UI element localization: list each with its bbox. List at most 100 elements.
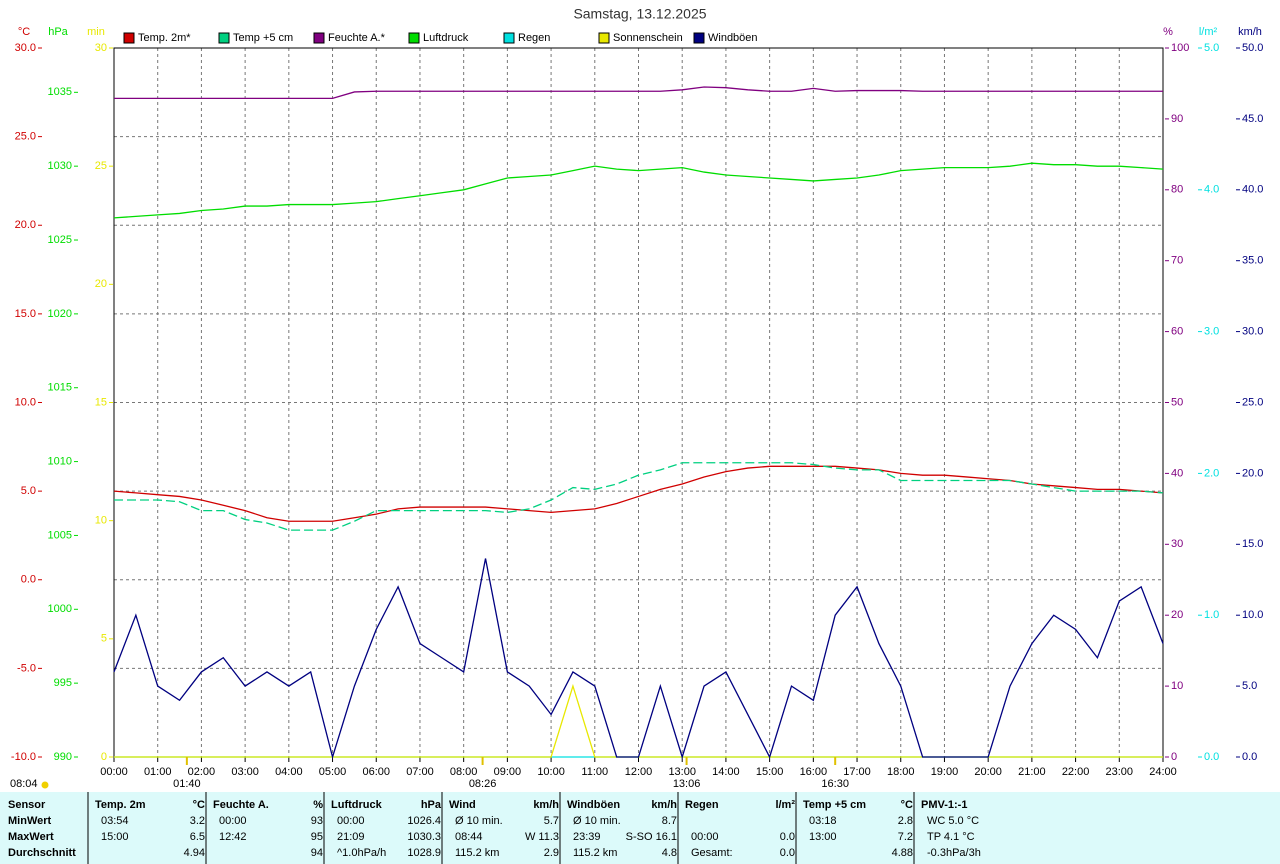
group-unit: hPa [421,799,442,811]
cell-label: TP 4.1 °C [927,831,975,843]
cell-value: 93 [311,815,323,827]
table-background [0,792,1280,864]
cell-value: 2.9 [544,847,559,859]
cell-label: 00:00 [337,815,365,827]
cell-value: 4.8 [662,847,677,859]
y-tick-label: 15.0 [1242,538,1263,550]
y-tick-label: 0 [1171,751,1177,763]
y-tick-label: 995 [54,677,72,689]
legend-swatch [218,32,230,44]
y-tick-label: 10 [95,515,107,527]
y-tick-label: 100 [1171,42,1189,54]
y-tick-label: 30.0 [15,42,36,54]
axis-unit: % [1163,26,1173,38]
y-tick-label: 5.0 [21,485,36,497]
chart-title: Samstag, 13.12.2025 [573,6,706,22]
cell-label: ^1.0hPa/h [337,847,386,859]
legend-swatch [313,32,325,44]
event-label: 08:26 [469,778,497,790]
y-tick-label: 10.0 [1242,609,1263,621]
x-tick-label: 04:00 [275,766,303,778]
legend-label: Sonnenschein [613,32,683,44]
legend-label: Windböen [708,32,758,44]
x-tick-label: 09:00 [494,766,522,778]
cell-label: 12:42 [219,831,247,843]
cell-value: 4.88 [892,847,913,859]
y-tick-label: 30 [95,42,107,54]
group-name: Windböen [567,799,620,811]
y-tick-label: 10 [1171,680,1183,692]
x-tick-label: 16:00 [800,766,828,778]
x-tick-label: 00:00 [100,766,128,778]
y-tick-label: 60 [1171,326,1183,338]
legend-swatch [598,32,610,44]
sunrise-label: 08:04 [10,778,38,790]
axis-unit: °C [18,26,30,38]
cell-value: 94 [311,847,323,859]
group-unit: % [313,799,323,811]
y-tick-label: 20.0 [15,219,36,231]
cell-label: 03:54 [101,815,129,827]
row-label: MinWert [8,815,52,827]
cell-label: 00:00 [219,815,247,827]
axis-unit: km/h [1238,26,1262,38]
cell-label: Ø 10 min. [455,815,503,827]
y-tick-label: 5.0 [1204,42,1219,54]
x-tick-label: 03:00 [231,766,259,778]
y-tick-label: 50.0 [1242,42,1263,54]
y-tick-label: 30 [1171,538,1183,550]
cell-label: 00:00 [691,831,719,843]
group-name: Feuchte A. [213,799,269,811]
event-label: 16:30 [821,778,849,790]
y-tick-label: 0 [101,751,107,763]
y-tick-label: 25 [95,160,107,172]
series-line [113,162,1164,219]
group-name: Luftdruck [331,799,383,811]
x-tick-label: 17:00 [843,766,871,778]
group-name: Wind [449,799,476,811]
group-unit: km/h [651,799,677,811]
x-tick-label: 08:00 [450,766,478,778]
axis-unit: l/m² [1199,26,1218,38]
group-unit: °C [901,799,913,811]
y-tick-label: 1000 [48,603,72,615]
x-tick-label: 14:00 [712,766,740,778]
series-line [114,86,1163,99]
y-tick-label: 25.0 [1242,396,1263,408]
y-tick-label: 80 [1171,184,1183,196]
y-tick-label: 3.0 [1204,326,1219,338]
cell-value: 8.7 [662,815,677,827]
cell-value: 4.94 [184,847,205,859]
cell-value: 1030.3 [407,831,441,843]
x-tick-label: 22:00 [1062,766,1090,778]
cell-value: W 11.3 [525,831,559,843]
x-tick-label: 12:00 [625,766,653,778]
y-tick-label: 25.0 [15,131,36,143]
cell-value: 0.0 [780,831,795,843]
group-name: Temp. 2m [95,799,146,811]
cell-label: Ø 10 min. [573,815,621,827]
y-tick-label: 20.0 [1242,467,1263,479]
legend-swatch [408,32,420,44]
x-tick-label: 01:00 [144,766,172,778]
y-tick-label: 1030 [48,160,72,172]
y-tick-label: 5.0 [1242,680,1257,692]
cell-value: 3.2 [190,815,205,827]
y-tick-label: 1035 [48,86,72,98]
x-tick-label: 07:00 [406,766,434,778]
x-tick-label: 19:00 [931,766,959,778]
group-name: PMV-1:-1 [921,799,967,811]
x-tick-label: 20:00 [974,766,1002,778]
y-tick-label: 1010 [48,455,72,467]
y-tick-label: 20 [95,278,107,290]
y-tick-label: 15 [95,396,107,408]
y-tick-label: 90 [1171,113,1183,125]
group-unit: km/h [533,799,559,811]
y-tick-label: 990 [54,751,72,763]
y-tick-label: 1005 [48,529,72,541]
cell-label: Gesamt: [691,847,733,859]
y-tick-label: 10.0 [15,396,36,408]
cell-label: -0.3hPa/3h [927,847,981,859]
cell-value: 5.7 [544,815,559,827]
